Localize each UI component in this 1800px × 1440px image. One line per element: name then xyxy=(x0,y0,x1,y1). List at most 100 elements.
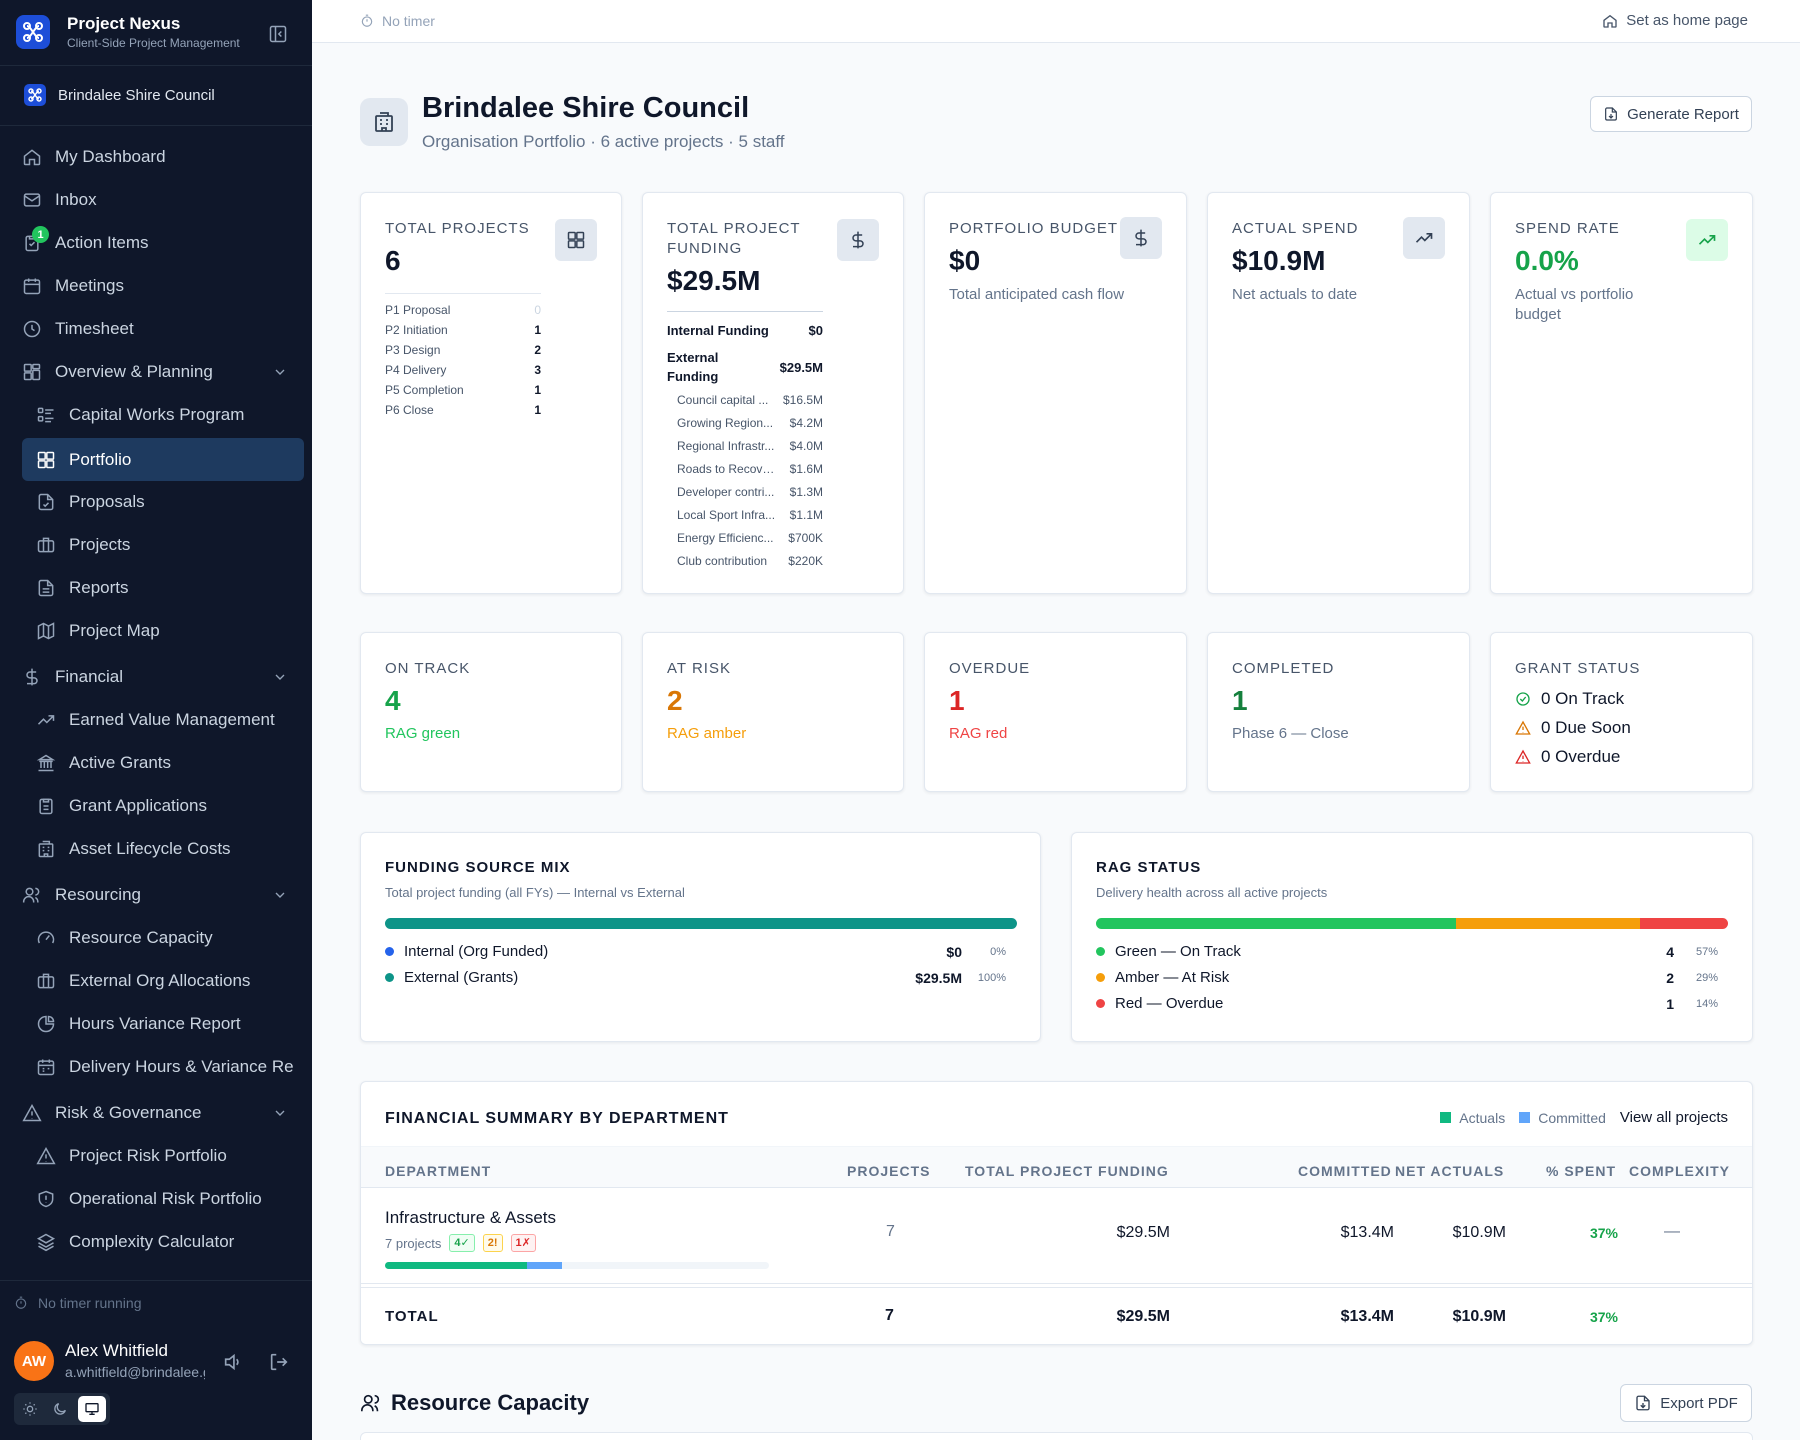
nav-proposals[interactable]: Proposals xyxy=(22,482,304,522)
nav-timesheet[interactable]: Timesheet xyxy=(22,309,304,349)
nav-projects[interactable]: Projects xyxy=(22,525,304,565)
export-pdf-button[interactable]: Export PDF xyxy=(1620,1384,1752,1422)
file-download-icon xyxy=(1636,1395,1650,1411)
source-label: Energy Efficienc... xyxy=(677,531,774,545)
nav-label: Capital Works Program xyxy=(69,405,245,424)
nav-meetings[interactable]: Meetings xyxy=(22,266,304,306)
moon-icon[interactable] xyxy=(46,1396,74,1422)
legend-label: Internal (Org Funded) xyxy=(404,943,549,960)
view-all-projects-link[interactable]: View all projects xyxy=(1619,1109,1728,1126)
nav-overview-planning[interactable]: Overview & Planning xyxy=(22,352,304,392)
card-value: 0.0% xyxy=(1515,245,1579,276)
nav-risk-governance[interactable]: Risk & Governance xyxy=(22,1093,304,1133)
legend-pct: 57% xyxy=(1695,946,1718,958)
nav-earned-value[interactable]: Earned Value Management xyxy=(22,700,304,740)
table-row[interactable]: Infrastructure & Assets 7 projects 4✓ 2!… xyxy=(361,1188,1752,1284)
completed-card: COMPLETED 1 Phase 6 — Close xyxy=(1207,632,1470,792)
funding-source-row: Growing Region... $4.2M xyxy=(677,416,823,430)
amber-segment xyxy=(1456,918,1640,929)
col-department[interactable]: DEPARTMENT xyxy=(385,1163,492,1179)
avatar[interactable]: AW xyxy=(14,1341,54,1381)
monitor-icon[interactable] xyxy=(78,1396,106,1422)
source-value: $220K xyxy=(788,554,823,568)
nav-label: Operational Risk Portfolio xyxy=(69,1189,262,1208)
collapse-sidebar-icon[interactable] xyxy=(268,24,288,44)
shield-alert-icon xyxy=(38,1190,54,1208)
org-switcher[interactable]: Brindalee Shire Council xyxy=(0,66,312,126)
red-segment xyxy=(1639,918,1728,929)
nav-reports[interactable]: Reports xyxy=(22,568,304,608)
spend-rate-card: SPEND RATE 0.0% Actual vs portfolio budge… xyxy=(1490,192,1753,594)
nav-resourcing[interactable]: Resourcing xyxy=(22,875,304,915)
nav-portfolio[interactable]: Portfolio xyxy=(22,438,304,481)
card-desc: Net actuals to date xyxy=(1232,286,1358,303)
set-home-page-link[interactable]: Set as home page xyxy=(1602,12,1748,29)
card-label: OVERDUE xyxy=(949,660,1031,677)
rag-status-card: RAG STATUS Delivery health across all ac… xyxy=(1071,832,1753,1042)
phase-row: P6 Close 1 xyxy=(385,403,541,417)
grant-status-text: 0 Overdue xyxy=(1541,747,1621,766)
table-header xyxy=(361,1146,1752,1188)
sidebar-footer: No timer running AW Alex Whitfield a.whi… xyxy=(0,1280,312,1440)
nav-label: Action Items xyxy=(55,233,149,252)
mail-icon xyxy=(23,193,41,207)
col-net-actuals[interactable]: NET ACTUALS xyxy=(1395,1163,1505,1179)
nav-label: Resourcing xyxy=(55,885,141,904)
card-desc: Phase 6 — Close xyxy=(1232,725,1349,742)
legend-value: 2 xyxy=(1666,970,1674,986)
grant-status-card: GRANT STATUS 0 On Track 0 Due Soon 0 Ove… xyxy=(1490,632,1753,792)
nav-project-map[interactable]: Project Map xyxy=(22,611,304,651)
generate-report-button[interactable]: Generate Report xyxy=(1590,96,1752,132)
card-label: ACTUAL SPEND xyxy=(1232,220,1359,237)
topbar-timer[interactable]: No timer xyxy=(360,13,435,29)
sidebar: Project Nexus Client-Side Project Manage… xyxy=(0,0,312,1440)
nav-inbox[interactable]: Inbox xyxy=(22,180,304,220)
nav-project-risk[interactable]: Project Risk Portfolio xyxy=(22,1136,304,1176)
funding-source-row: Developer contri... $1.3M xyxy=(677,485,823,499)
nav-external-org[interactable]: External Org Allocations xyxy=(22,961,304,1001)
funding-source-row: Energy Efficienc... $700K xyxy=(677,531,823,545)
nav-complexity-calculator[interactable]: Complexity Calculator xyxy=(22,1222,304,1262)
section-title: FINANCIAL SUMMARY BY DEPARTMENT xyxy=(385,1110,729,1127)
label-line: FUNDING xyxy=(667,240,743,257)
nav-hours-variance[interactable]: Hours Variance Report xyxy=(22,1004,304,1044)
col-projects[interactable]: PROJECTS xyxy=(847,1163,931,1179)
nav-resource-capacity[interactable]: Resource Capacity xyxy=(22,918,304,958)
nav-asset-lifecycle[interactable]: Asset Lifecycle Costs xyxy=(22,829,304,869)
red-chip: 1✗ xyxy=(510,1234,536,1252)
external-funding-row: External Funding $29.5M xyxy=(667,348,823,386)
total-spent: 37% xyxy=(1589,1309,1618,1325)
page-subtitle: Organisation Portfolio · 6 active projec… xyxy=(422,132,785,151)
check-circle-icon xyxy=(1516,692,1530,706)
net-actuals-value: $10.9M xyxy=(1452,1224,1506,1241)
nav-capital-works[interactable]: Capital Works Program xyxy=(22,395,304,435)
col-spent[interactable]: % SPENT xyxy=(1546,1163,1617,1179)
sun-icon[interactable] xyxy=(16,1396,44,1422)
nav-label: Portfolio xyxy=(69,449,132,469)
user-email: a.whitfield@brindalee.gov.au xyxy=(65,1364,205,1380)
nav-my-dashboard[interactable]: My Dashboard xyxy=(22,137,304,177)
nav-grant-applications[interactable]: Grant Applications xyxy=(22,786,304,826)
nav-delivery-hours[interactable]: Delivery Hours & Variance Re xyxy=(22,1047,304,1087)
actual-spend-card: ACTUAL SPEND $10.9M Net actuals to date xyxy=(1207,192,1470,594)
logout-icon[interactable] xyxy=(268,1351,290,1373)
col-complexity[interactable]: COMPLEXITY xyxy=(1629,1163,1731,1179)
nav-active-grants[interactable]: Active Grants xyxy=(22,743,304,783)
layers-icon xyxy=(36,1233,56,1252)
col-funding[interactable]: TOTAL PROJECT FUNDING xyxy=(965,1163,1169,1179)
source-value: $4.0M xyxy=(789,439,823,453)
green-chip: 4✓ xyxy=(449,1234,475,1252)
volume-icon[interactable] xyxy=(222,1351,244,1373)
legend-pct: 100% xyxy=(977,972,1006,984)
export-pdf-label: Export PDF xyxy=(1660,1394,1738,1412)
nav-financial[interactable]: Financial xyxy=(22,657,304,697)
phase-label: P3 Design xyxy=(385,343,441,357)
col-committed[interactable]: COMMITTED xyxy=(1298,1163,1392,1179)
label-line: External xyxy=(667,350,719,365)
card-label: COMPLETED xyxy=(1232,660,1335,677)
nav-action-items[interactable]: 1 Action Items xyxy=(22,223,304,263)
phase-value: 1 xyxy=(534,383,541,397)
pie-chart-icon xyxy=(37,1015,55,1033)
nav-operational-risk[interactable]: Operational Risk Portfolio xyxy=(22,1179,304,1219)
clipboard-list-icon xyxy=(39,798,53,815)
